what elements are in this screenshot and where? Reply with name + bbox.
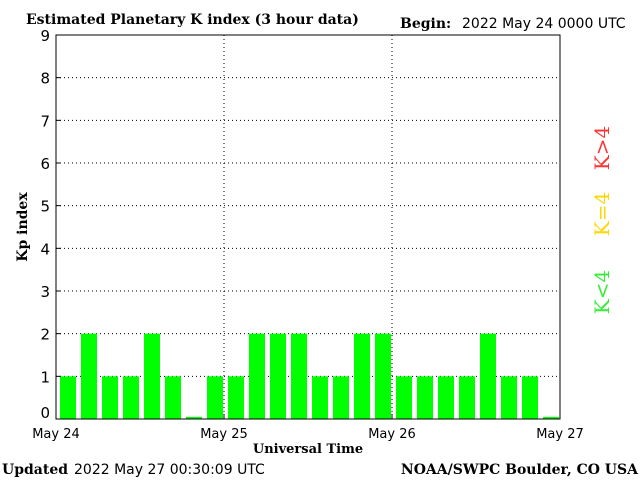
y-tick-label: 6 bbox=[40, 155, 50, 173]
kp-bar bbox=[186, 416, 202, 419]
begin-value: 2022 May 24 0000 UTC bbox=[462, 16, 626, 32]
kp-bar bbox=[312, 376, 328, 419]
plot-frame bbox=[55, 34, 561, 420]
kp-bar bbox=[144, 333, 160, 419]
kp-bar bbox=[522, 376, 538, 419]
x-tick-label: May 25 bbox=[200, 427, 248, 442]
kp-bar bbox=[60, 376, 76, 419]
kp-bar bbox=[480, 333, 496, 419]
begin-label: Begin: bbox=[400, 16, 451, 32]
kp-bar bbox=[396, 376, 412, 419]
kp-bar bbox=[354, 333, 370, 419]
x-tick-labels: May 24 May 25 May 26 May 27 bbox=[32, 414, 584, 442]
credit-text: NOAA/SWPC Boulder, CO USA bbox=[401, 462, 639, 478]
chart-title: Estimated Planetary K index (3 hour data… bbox=[26, 12, 359, 28]
x-tick-label: May 26 bbox=[368, 427, 416, 442]
kp-bar bbox=[165, 376, 181, 419]
x-tick-label: May 27 bbox=[536, 427, 584, 442]
kp-bar bbox=[81, 333, 97, 419]
kp-bar bbox=[207, 376, 223, 419]
y-tick-label: 0 bbox=[40, 404, 50, 422]
updated-label: Updated bbox=[2, 462, 68, 478]
kp-bar bbox=[102, 376, 118, 419]
y-tick-label: 4 bbox=[40, 240, 50, 258]
legend-item: K<4 bbox=[590, 270, 614, 314]
kp-bar bbox=[459, 376, 475, 419]
updated-value: 2022 May 27 00:30:09 UTC bbox=[74, 462, 265, 478]
y-axis-label: Kp index bbox=[15, 192, 31, 262]
x-tick-label: May 24 bbox=[32, 427, 80, 442]
kp-bar bbox=[417, 376, 433, 419]
y-tick-label: 8 bbox=[40, 70, 50, 88]
kp-bar bbox=[438, 376, 454, 419]
kp-bar bbox=[249, 333, 265, 419]
kp-bar bbox=[501, 376, 517, 419]
bars bbox=[60, 333, 559, 419]
x-axis-label: Universal Time bbox=[253, 442, 363, 457]
y-tick-label: 3 bbox=[40, 283, 50, 301]
legend: K<4 K=4 K>4 bbox=[590, 126, 614, 314]
kp-bar bbox=[228, 376, 244, 419]
y-tick-labels: 0 1 2 3 4 5 6 7 8 9 bbox=[40, 27, 61, 422]
y-tick-label: 2 bbox=[40, 326, 50, 344]
kp-bar bbox=[333, 376, 349, 419]
y-tick-label: 5 bbox=[40, 198, 50, 216]
grid-lines bbox=[56, 35, 560, 419]
legend-item: K=4 bbox=[590, 192, 614, 236]
kp-bar bbox=[291, 333, 307, 419]
kp-bar bbox=[123, 376, 139, 419]
y-tick-label: 9 bbox=[40, 27, 50, 45]
kp-bar bbox=[543, 416, 559, 419]
y-tick-label: 1 bbox=[40, 368, 50, 386]
legend-item: K>4 bbox=[590, 126, 614, 170]
kp-bar bbox=[375, 333, 391, 419]
kp-bar bbox=[270, 333, 286, 419]
y-tick-label: 7 bbox=[40, 112, 50, 130]
